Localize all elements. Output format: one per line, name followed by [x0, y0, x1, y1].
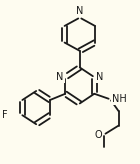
Text: N: N — [76, 6, 83, 16]
Text: N: N — [96, 72, 103, 82]
Text: NH: NH — [112, 94, 127, 104]
Text: F: F — [2, 110, 8, 120]
Text: O: O — [95, 130, 102, 140]
Text: N: N — [56, 72, 64, 82]
